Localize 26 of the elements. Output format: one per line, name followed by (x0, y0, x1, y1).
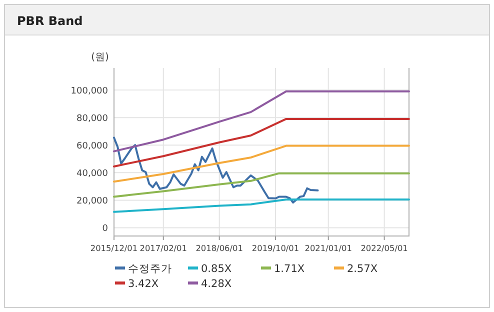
y-tick-label: 100,000 (70, 86, 108, 97)
line-series (113, 144, 410, 183)
line-series (113, 90, 410, 152)
line-series (113, 198, 410, 213)
line-series (113, 136, 319, 204)
y-tick-label: 80,000 (76, 114, 108, 124)
x-tick-label: 2017/02/01 (140, 243, 187, 253)
line-series (113, 118, 410, 168)
chart-title: PBR Band (17, 14, 83, 28)
legend-label: 0.85X (201, 263, 232, 275)
legend-label: 3.42X (128, 278, 159, 290)
legend-label: 2.57X (347, 263, 378, 275)
x-tick-label: 2021/01/01 (304, 243, 352, 253)
x-tick-label: 2018/06/01 (196, 243, 243, 253)
y-tick-label: 40,000 (76, 169, 108, 180)
y-tick-label: 0 (102, 224, 108, 234)
legend-label: 1.71X (274, 263, 305, 275)
x-tick-label: 2019/10/01 (252, 243, 300, 253)
x-tick-label: 2022/05/01 (360, 243, 408, 253)
y-tick-label: 20,000 (76, 196, 108, 207)
x-tick-label: 2015/12/01 (90, 243, 138, 253)
legend-label: 4.28X (201, 278, 232, 290)
y-tick-label: 60,000 (76, 142, 108, 152)
y-axis-title: (원) (91, 52, 109, 63)
line-series (113, 172, 410, 198)
legend-label: 수정주가 (128, 263, 172, 275)
